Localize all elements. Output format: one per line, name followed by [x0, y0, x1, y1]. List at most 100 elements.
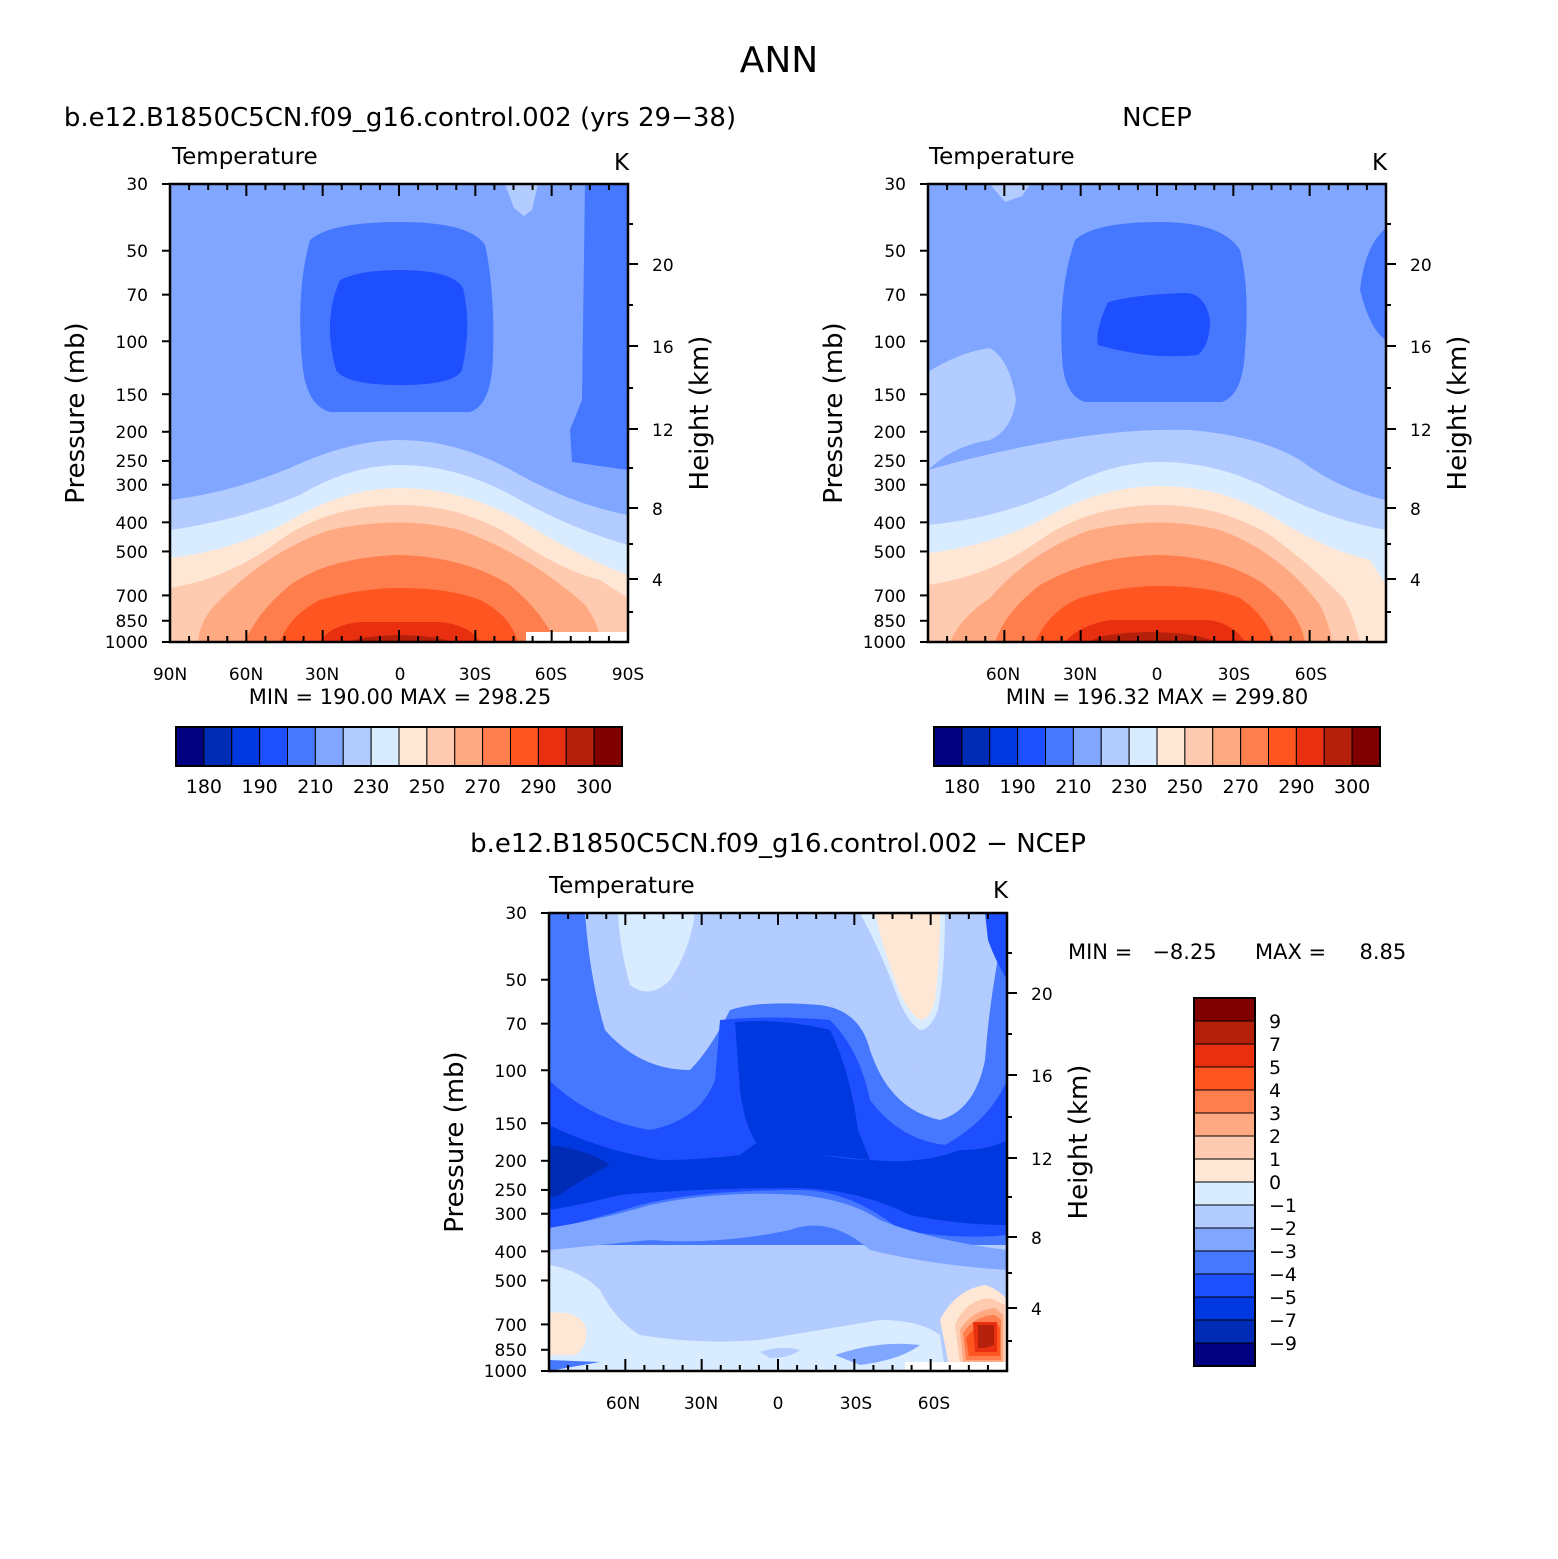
x-tick-label: 60S	[535, 665, 567, 685]
y2-axis-label: Height (km)	[1064, 1065, 1094, 1220]
colorbar-swatch	[426, 726, 456, 767]
colorbar-label: 250	[409, 776, 445, 798]
colorbar-frame	[175, 726, 623, 767]
colorbar-label: 4	[1269, 1080, 1281, 1102]
colorbar-swatch	[1193, 1112, 1256, 1137]
colorbar-label: 5	[1269, 1057, 1281, 1079]
y-tick-label: 200	[874, 423, 906, 443]
y2-tick-label: 12	[1031, 1150, 1053, 1170]
colorbar-label: 180	[944, 776, 980, 798]
y2-tick-label: 4	[652, 571, 663, 591]
x-tick-label: 60N	[986, 665, 1020, 685]
y-tick-label: 700	[116, 587, 148, 607]
missing-data-patch	[905, 1362, 1007, 1371]
y2-tick-label: 16	[652, 338, 674, 358]
panel-ncep-subtitle: Temperature	[928, 144, 1075, 170]
panel-diff-y-axis: 30 50 70 100 150 200 250 300 400 500 700…	[440, 904, 527, 1382]
colorbar-swatch	[1193, 1181, 1256, 1206]
colorbar-label: 7	[1269, 1034, 1281, 1056]
colorbar-label: 290	[1278, 776, 1314, 798]
colorbar-swatch	[1295, 726, 1325, 767]
x-tick-label: 30S	[1218, 665, 1250, 685]
diff-band-neg9	[549, 1145, 610, 1198]
panel-ncep-y-axis: 30 50 70 100 150 200 250 300 400 500 700…	[819, 175, 906, 653]
y-tick-label: 250	[874, 452, 906, 472]
y-tick-label: 1000	[484, 1362, 527, 1382]
y-tick-label: 700	[495, 1316, 527, 1336]
y-axis-label: Pressure (mb)	[61, 322, 91, 503]
panel-model-colorbar: 180 190 210 230 250 270 290 300	[175, 726, 623, 798]
panel-ncep-units: K	[1372, 150, 1388, 176]
diff-band-neg7-core	[735, 1021, 870, 1160]
x-tick-label: 30S	[459, 665, 491, 685]
colorbar-label: 180	[186, 776, 222, 798]
colorbar-swatch	[287, 726, 316, 767]
colorbar-swatch	[342, 726, 372, 767]
x-tick-label: 0	[1152, 665, 1163, 685]
y-tick-label: 50	[884, 242, 906, 262]
contour-band-230-north	[928, 348, 1016, 470]
contour-band-200-core	[1097, 293, 1210, 357]
y2-tick-label: 20	[1410, 256, 1432, 276]
panel-model: b.e12.B1850C5CN.f09_g16.control.002 (yrs…	[61, 103, 736, 798]
x-tick-label: 0	[395, 665, 406, 685]
panel-diff-x-axis: 60N 30N 0 30S 60S	[606, 1394, 950, 1414]
colorbar-swatch	[1193, 1204, 1256, 1229]
colorbar-swatch	[398, 726, 428, 767]
panel-model-subtitle: Temperature	[171, 144, 318, 170]
y-tick-label: 100	[116, 333, 148, 353]
colorbar-swatch	[1212, 726, 1242, 767]
x-tick-label: 30N	[1063, 665, 1097, 685]
y-tick-label: 400	[874, 514, 906, 534]
diff-band-neg2-spot	[760, 1347, 800, 1358]
y-tick-label: 400	[116, 514, 148, 534]
diff-band-neg1-low	[549, 1265, 945, 1371]
missing-data-patch	[526, 632, 628, 642]
y-tick-label: 850	[495, 1341, 527, 1361]
y-tick-label: 300	[116, 476, 148, 496]
y2-tick-label: 20	[1031, 985, 1053, 1005]
x-tick-label: 60S	[918, 1394, 950, 1414]
colorbar-swatch	[989, 726, 1019, 767]
x-tick-label: 60N	[606, 1394, 640, 1414]
y2-tick-label: 8	[1031, 1229, 1042, 1249]
colorbar-swatch	[565, 726, 595, 767]
y-tick-label: 150	[495, 1115, 527, 1135]
y2-tick-label: 8	[1410, 500, 1421, 520]
colorbar-label: 270	[464, 776, 500, 798]
y-tick-label: 700	[874, 587, 906, 607]
colorbar-swatch	[933, 726, 963, 767]
colorbar-label: −2	[1269, 1218, 1297, 1240]
panel-ncep-title: NCEP	[1122, 103, 1192, 133]
colorbar-swatch	[1128, 726, 1158, 767]
colorbar-swatch	[1351, 726, 1381, 767]
colorbar-swatch	[1193, 1020, 1256, 1045]
panel-model-x-axis: 90N 60N 30N 0 30S 60S 90S	[153, 665, 644, 685]
diff-band-neg5-top	[985, 913, 1007, 980]
panel-diff-contours	[549, 913, 1007, 1371]
x-tick-label: 90S	[612, 665, 644, 685]
colorbar-swatch	[1193, 1227, 1256, 1252]
y2-tick-label: 8	[652, 500, 663, 520]
panel-ncep-y2-axis: 4 8 12 16 20 Height (km)	[1410, 256, 1473, 591]
colorbar-swatch	[1193, 1250, 1256, 1275]
x-tick-label: 60S	[1295, 665, 1327, 685]
y2-tick-label: 16	[1031, 1067, 1053, 1087]
colorbar-swatch	[1193, 1066, 1256, 1091]
contour-band-298	[1090, 632, 1215, 642]
colorbar-swatch	[1193, 1089, 1256, 1114]
page-title: ANN	[740, 40, 819, 81]
y-tick-label: 500	[116, 543, 148, 563]
colorbar-label: 230	[1111, 776, 1147, 798]
diff-band-neg7	[549, 1125, 1007, 1225]
diff-band-neg4-spot	[549, 1360, 600, 1371]
colorbar-frame	[1193, 997, 1256, 1367]
panel-diff-y2-axis: 4 8 12 16 20 Height (km)	[1031, 985, 1094, 1320]
x-tick-label: 30N	[684, 1394, 718, 1414]
y-tick-label: 1000	[863, 633, 906, 653]
colorbar-label: 300	[576, 776, 612, 798]
y-tick-label: 200	[495, 1152, 527, 1172]
colorbar-frame	[933, 726, 1381, 767]
